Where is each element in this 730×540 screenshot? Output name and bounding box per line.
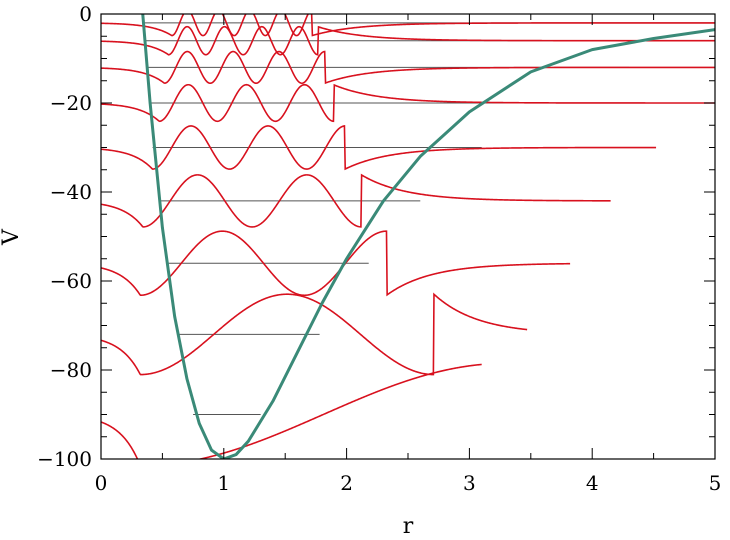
x-tick-label: 4 xyxy=(586,471,599,495)
x-tick-label: 3 xyxy=(463,471,476,495)
wavefunction-curve xyxy=(101,125,657,171)
y-tick-label: −100 xyxy=(37,447,92,471)
potential-curve-layer xyxy=(141,14,715,459)
wavefunction-curve xyxy=(101,292,528,376)
wavefunction-curve xyxy=(101,83,715,123)
y-tick-label: −60 xyxy=(50,269,92,293)
wavefunction-curve xyxy=(101,25,715,56)
potential-curve xyxy=(141,14,715,459)
plot-frame xyxy=(100,13,716,460)
wavefunction-curve xyxy=(101,50,715,85)
x-tick-label: 1 xyxy=(217,471,230,495)
wavefunction-curve xyxy=(101,230,571,297)
axis-tick-labels: 0 1 2 3 4 5 0 −20 −40 −60 −80 −100 xyxy=(37,2,721,495)
y-tick-label: −40 xyxy=(50,180,92,204)
y-axis-title: V xyxy=(0,228,24,246)
energy-levels xyxy=(143,22,715,415)
y-tick-label: −20 xyxy=(50,91,92,115)
wavefunction-curve xyxy=(101,363,482,459)
wavefunctions xyxy=(101,14,715,459)
axis-ticks xyxy=(100,13,716,460)
x-tick-label: 0 xyxy=(95,471,108,495)
y-tick-label: −80 xyxy=(50,358,92,382)
x-tick-label: 5 xyxy=(709,471,722,495)
x-axis-title: r xyxy=(403,514,414,539)
x-tick-label: 2 xyxy=(340,471,353,495)
wavefunction-curve xyxy=(101,14,715,37)
wavefunction-curve xyxy=(101,173,611,228)
y-tick-label: 0 xyxy=(79,2,92,26)
